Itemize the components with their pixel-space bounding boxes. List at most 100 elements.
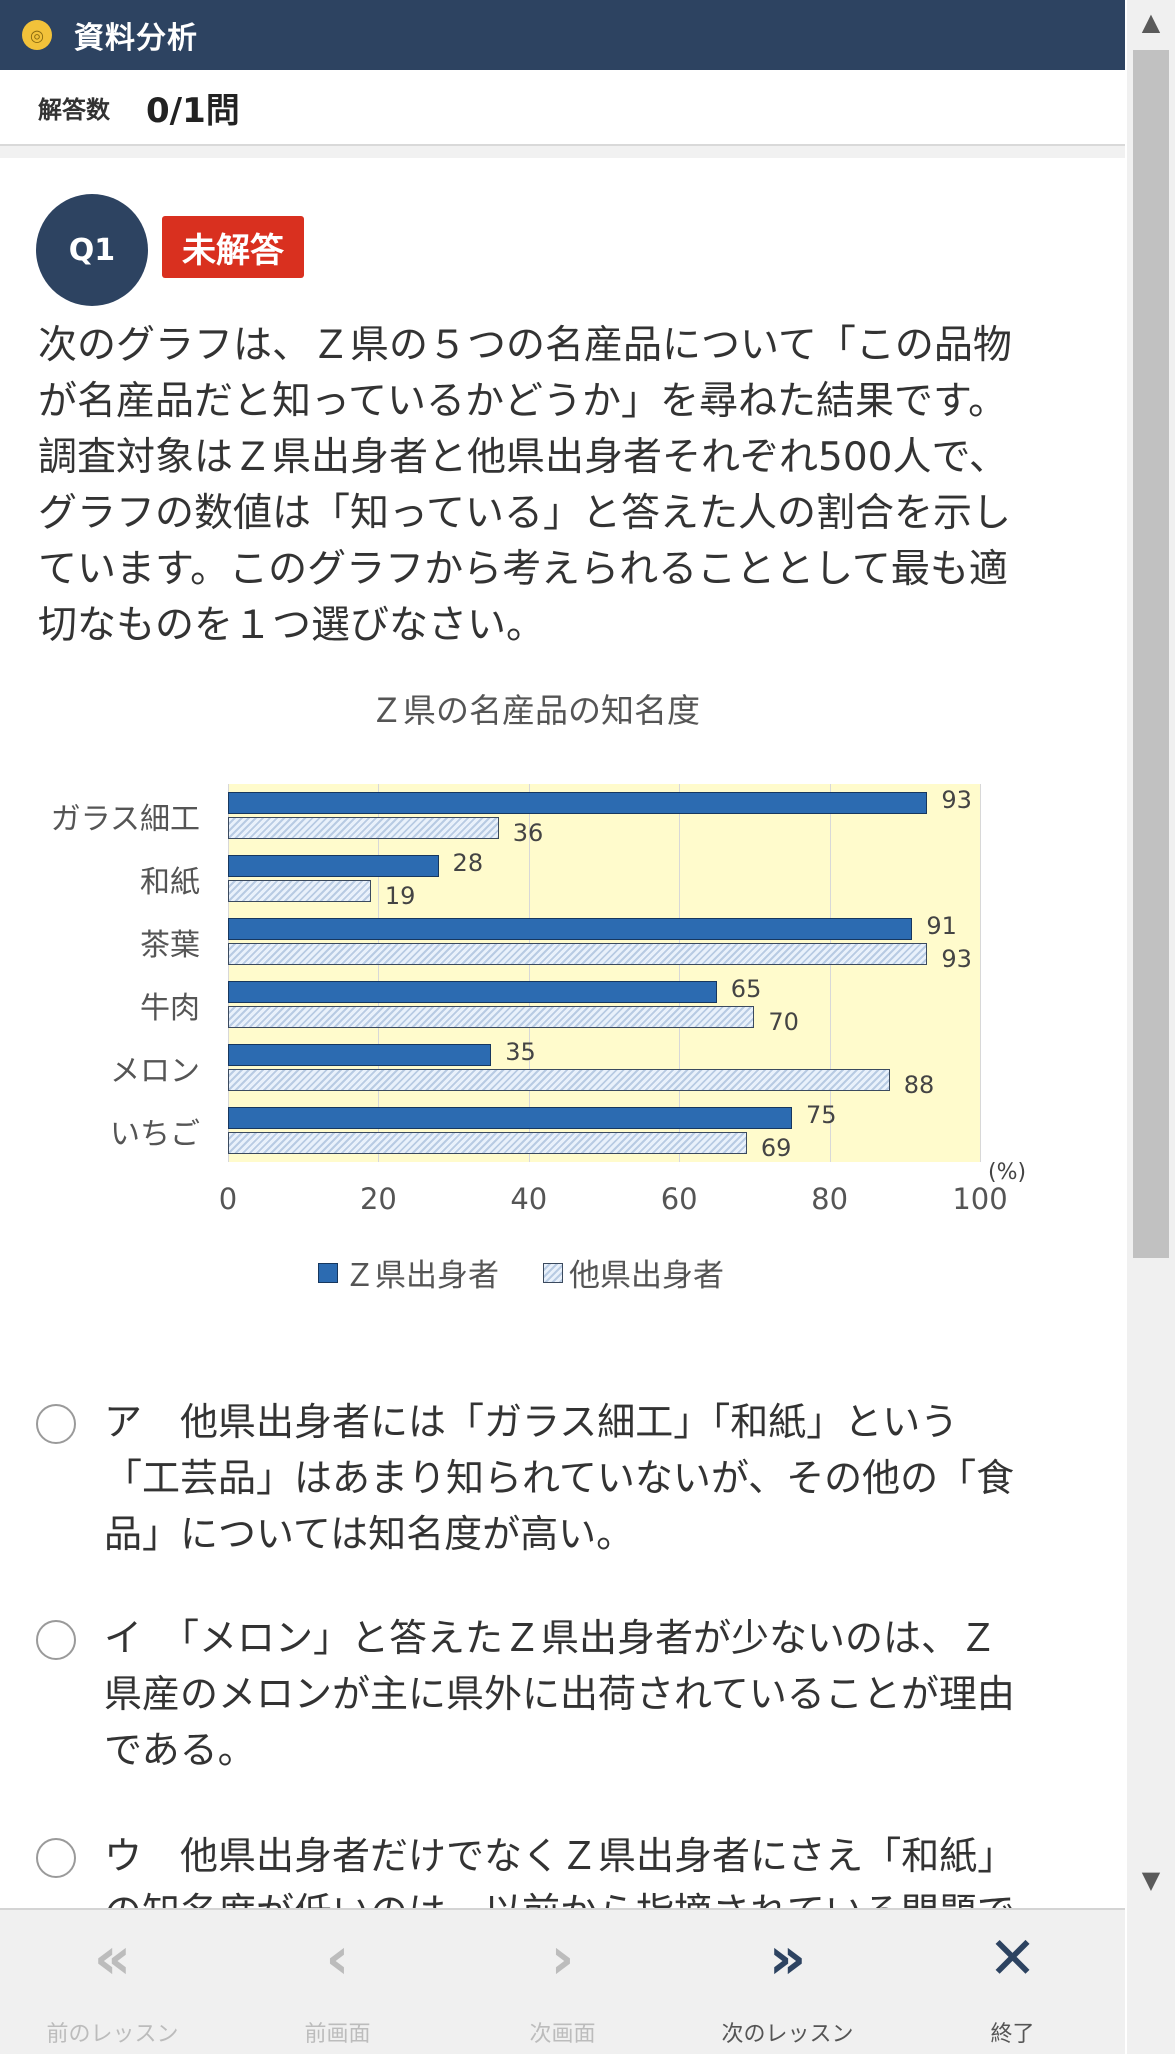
scroll-up-icon[interactable]: ▲ — [1141, 8, 1161, 36]
bar-chart: Ｚ県の名産品の知名度 (%) Ｚ県出身者 他県出身者 0 20 40 60 80 100 ガ… — [0, 670, 1125, 1310]
category-label: 牛肉 — [140, 991, 200, 1026]
option-a-radio[interactable] — [36, 1404, 76, 1444]
x-tick-label: 0 — [218, 1182, 238, 1216]
end-button[interactable]: ✕ 終了 — [900, 1910, 1125, 2054]
next-lesson-label: 次のレッスン — [721, 2022, 854, 2047]
data-label: 93 — [941, 786, 972, 814]
plot-area — [228, 784, 981, 1162]
grid-line — [829, 784, 831, 1162]
grid-line — [980, 784, 981, 1162]
legend-swatch-z — [318, 1262, 338, 1283]
bar-other-prefecture — [228, 1132, 747, 1154]
scrollbar-thumb[interactable] — [1133, 50, 1169, 1258]
data-label: 75 — [806, 1101, 837, 1129]
double-chevron-right-icon: » — [768, 1924, 807, 1992]
chevron-right-icon: › — [550, 1924, 575, 1992]
option-line: ウ 他県出身者だけでなくＺ県出身者にさえ「和紙」 — [104, 1834, 1016, 1878]
chart-legend: Ｚ県出身者 他県出身者 — [318, 1250, 724, 1295]
data-label: 19 — [384, 882, 416, 910]
category-label: ガラス細工 — [50, 802, 200, 837]
question-line: が名産品だと知っているかどうか」を尋ねた結果です。 — [38, 379, 1008, 424]
status-badge: 未解答 — [162, 216, 304, 278]
bar-other-prefecture — [228, 817, 499, 839]
question-line: グラフの数値は「知っている」と答えた人の割合を示し — [38, 491, 1012, 536]
legend-label-other: 他県出身者 — [569, 1258, 724, 1294]
grid-line — [378, 784, 380, 1162]
bar-other-prefecture — [228, 1069, 890, 1091]
data-label: 70 — [768, 1008, 799, 1036]
option-u-radio[interactable] — [36, 1838, 76, 1878]
next-page-label: 次画面 — [529, 2022, 596, 2047]
bar-other-prefecture — [228, 1006, 755, 1028]
lesson-page: ◎ 資料分析 解答数 0/1問 Q1 未解答 次のグラフは、Ｚ県の５つの名産品に… — [0, 0, 1125, 2054]
x-tick-label: 80 — [811, 1182, 849, 1216]
x-tick-label: 60 — [660, 1182, 698, 1216]
answer-count-label: 解答数 — [38, 95, 110, 124]
option-line: 「工芸品」はあまり知られていないが、その他の「食 — [104, 1456, 1015, 1500]
prev-page-label: 前画面 — [304, 2022, 371, 2047]
data-label: 28 — [452, 849, 484, 877]
question-text: 次のグラフは、Ｚ県の５つの名産品について「この品物 が名産品だと知っているかどう… — [38, 318, 1068, 654]
data-label: 93 — [941, 945, 972, 973]
chart-title: Ｚ県の名産品の知名度 — [370, 691, 700, 730]
data-label: 65 — [730, 975, 762, 1003]
data-label: 36 — [512, 819, 544, 847]
option-line: 県産のメロンが主に県外に出荷されていることが理由 — [104, 1672, 1015, 1716]
data-label: 35 — [505, 1038, 536, 1066]
end-label: 終了 — [990, 2022, 1035, 2047]
divider — [0, 146, 1125, 158]
bar-z-prefecture — [228, 1044, 492, 1066]
x-tick-label: 40 — [510, 1182, 548, 1216]
vertical-scrollbar[interactable]: ▲ ▼ — [1127, 0, 1175, 2054]
bar-z-prefecture — [228, 1107, 792, 1129]
coin-icon: ◎ — [22, 20, 52, 50]
option-line: イ 「メロン」と答えたＺ県出身者が少ないのは、Ｚ — [104, 1616, 998, 1660]
bar-z-prefecture — [228, 918, 913, 940]
page-title: 資料分析 — [74, 21, 198, 56]
x-tick-label: 20 — [359, 1182, 397, 1216]
data-label: 69 — [760, 1134, 792, 1162]
prev-page-button[interactable]: ‹ 前画面 — [225, 1910, 450, 2054]
app-header: ◎ 資料分析 — [0, 0, 1125, 70]
grid-line — [228, 784, 229, 1162]
question-line: ています。このグラフから考えられることとして最も適 — [38, 547, 1008, 592]
grid-line — [528, 784, 530, 1162]
answer-count-value: 0/1問 — [146, 90, 240, 131]
option-line: ア 他県出身者には「ガラス細工」「和紙」という — [104, 1400, 959, 1444]
legend-swatch-other — [543, 1262, 563, 1283]
option-a-text[interactable]: ア 他県出身者には「ガラス細工」「和紙」という 「工芸品」はあまり知られていない… — [104, 1394, 1094, 1562]
close-icon: ✕ — [988, 1924, 1037, 1992]
option-line: である。 — [104, 1728, 256, 1772]
bar-z-prefecture — [228, 981, 717, 1003]
legend-label-z: Ｚ県出身者 — [344, 1258, 499, 1294]
category-label: 茶葉 — [140, 928, 200, 963]
bar-other-prefecture — [228, 943, 928, 965]
prev-lesson-button[interactable]: « 前のレッスン — [0, 1910, 225, 2054]
category-label: メロン — [110, 1054, 200, 1089]
bottom-navigation: « 前のレッスン ‹ 前画面 › 次画面 » 次のレッスン ✕ 終了 — [0, 1908, 1125, 2054]
next-lesson-button[interactable]: » 次のレッスン — [675, 1910, 900, 2054]
axis-unit: (%) — [988, 1160, 1027, 1185]
bar-z-prefecture — [228, 792, 928, 814]
option-line: 品」については知名度が高い。 — [104, 1512, 635, 1556]
question-line: 調査対象はＺ県出身者と他県出身者それぞれ500人で、 — [38, 435, 1008, 480]
answer-count-bar: 解答数 0/1問 — [0, 70, 1125, 146]
bar-other-prefecture — [228, 880, 371, 902]
question-line: 切なものを１つ選びなさい。 — [38, 603, 546, 648]
category-label: いちご — [110, 1117, 200, 1152]
scroll-down-icon[interactable]: ▼ — [1141, 1866, 1161, 1894]
category-label: 和紙 — [140, 865, 200, 900]
double-chevron-left-icon: « — [93, 1924, 132, 1992]
next-page-button[interactable]: › 次画面 — [450, 1910, 675, 2054]
data-label: 91 — [926, 912, 957, 940]
option-i-text[interactable]: イ 「メロン」と答えたＺ県出身者が少ないのは、Ｚ 県産のメロンが主に県外に出荷さ… — [104, 1610, 1094, 1778]
question-number-badge: Q1 — [36, 194, 148, 306]
grid-line — [679, 784, 681, 1162]
data-label: 88 — [903, 1071, 935, 1099]
x-tick-label: 100 — [952, 1182, 1008, 1216]
prev-lesson-label: 前のレッスン — [46, 2022, 179, 2047]
bar-z-prefecture — [228, 855, 439, 877]
question-line: 次のグラフは、Ｚ県の５つの名産品について「この品物 — [38, 323, 1012, 368]
option-i-radio[interactable] — [36, 1620, 76, 1660]
chevron-left-icon: ‹ — [325, 1924, 350, 1992]
